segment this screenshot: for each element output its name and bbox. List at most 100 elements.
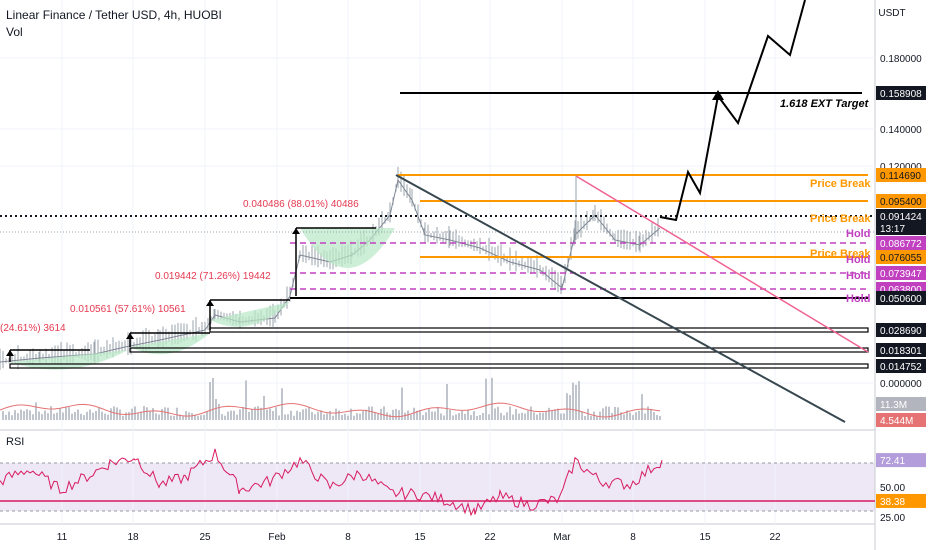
- volume-bar: [71, 413, 73, 420]
- volume-bar: [341, 414, 343, 420]
- price-tick-label: 0.120000: [880, 162, 922, 173]
- volume-bar: [464, 413, 466, 420]
- price-badge-label: 0.028690: [880, 326, 922, 337]
- volume-bar: [104, 413, 106, 420]
- volume-bar: [221, 414, 223, 420]
- hold-label: Hold: [846, 254, 870, 266]
- cup-pattern-fill: [10, 350, 128, 370]
- drawings: [0, 0, 875, 423]
- volume-bar: [173, 415, 175, 420]
- projection-arrowhead: [712, 90, 724, 100]
- volume-bar: [284, 414, 286, 420]
- price-break-label: Price Break: [810, 248, 871, 260]
- rsi-badge: [876, 493, 926, 508]
- time-tick-label: Feb: [268, 532, 286, 543]
- volume-bar: [551, 410, 553, 420]
- volume-bar: [641, 394, 643, 420]
- price-badge-label: 0.076055: [880, 253, 922, 264]
- volume-bar: [491, 377, 493, 420]
- volume-bar: [224, 415, 226, 420]
- volume-bar: [269, 408, 271, 420]
- volume-bar: [5, 414, 7, 420]
- volume-bar: [371, 406, 373, 420]
- volume-bar: [368, 406, 370, 420]
- volume-bar: [278, 415, 280, 420]
- volume-bar: [62, 412, 64, 420]
- price-badge: [876, 250, 926, 264]
- axis-unit-label: USDT: [878, 8, 905, 19]
- volume-bar: [53, 413, 55, 420]
- cup-pattern-fill: [210, 302, 290, 327]
- volume-bar: [335, 408, 337, 420]
- volume-bar: [650, 408, 652, 420]
- price-badge-label: 11.3M: [880, 400, 907, 411]
- volume-bar: [164, 407, 166, 420]
- price-axis[interactable]: USDT 0.180000 0.140000 0.120000 0.000000 50.0…: [876, 8, 926, 524]
- volume-bar: [194, 414, 196, 420]
- volume-bar: [185, 411, 187, 420]
- volume-bar: [617, 407, 619, 420]
- volume-bar: [11, 415, 13, 420]
- volume-bar: [245, 380, 247, 420]
- time-tick-label: 22: [769, 532, 781, 543]
- price-line: [0, 178, 661, 363]
- volume-bar: [632, 415, 634, 420]
- volume-bar: [605, 406, 607, 420]
- volume-bar: [482, 412, 484, 420]
- volume-bar: [434, 411, 436, 420]
- volume-bar: [347, 415, 349, 420]
- volume-bar: [242, 406, 244, 420]
- volume-bar: [248, 411, 250, 420]
- volume-bar: [353, 415, 355, 420]
- volume-bar: [176, 407, 178, 420]
- measure-arrowhead: [6, 350, 14, 356]
- volume-bar: [383, 406, 385, 420]
- price-tick-label: 0.180000: [880, 54, 922, 65]
- volume-bar: [416, 410, 418, 420]
- time-tick-label: 8: [630, 532, 636, 543]
- volume-bar: [92, 412, 94, 420]
- volume-bar: [23, 411, 25, 420]
- measurement-label: (24.61%) 3614: [0, 323, 66, 334]
- volume-bar: [569, 395, 571, 420]
- volume-bar: [653, 412, 655, 420]
- volume-bar: [608, 406, 610, 420]
- volume-bar: [530, 406, 532, 420]
- price-badge-label: 4.544M: [880, 416, 913, 427]
- volume-bar: [596, 415, 598, 420]
- volume-bar: [524, 413, 526, 420]
- volume-bar: [17, 413, 19, 420]
- volume-bar: [572, 382, 574, 420]
- volume-bar: [533, 412, 535, 420]
- price-badge-label: 0.114690: [880, 171, 921, 182]
- time-axis[interactable]: 11 18 25 Feb 8 15 22 Mar 8 15 22: [57, 532, 781, 543]
- volume-bar: [122, 415, 124, 420]
- volume-bar: [437, 407, 439, 420]
- volume-bar: [590, 415, 592, 420]
- volume-bar: [44, 410, 46, 420]
- volume-bar: [35, 402, 37, 420]
- volume-bar: [449, 409, 451, 420]
- volume-bar: [377, 413, 379, 420]
- volume-bar: [20, 409, 22, 420]
- volume-bar: [521, 412, 523, 420]
- volume-bar: [419, 409, 421, 420]
- volume-bar: [125, 412, 127, 420]
- volume-bar: [263, 395, 265, 420]
- volume-bar: [299, 412, 301, 420]
- time-tick-label: 22: [484, 532, 496, 543]
- volume-bar: [110, 408, 112, 420]
- volume-bar: [623, 414, 625, 420]
- volume-bar: [458, 412, 460, 420]
- volume-bar: [317, 411, 319, 420]
- hold-label: Hold: [846, 228, 870, 240]
- volume-bar: [146, 407, 148, 420]
- rsi-tick-label: 25.00: [880, 513, 905, 524]
- time-tick-label: 18: [127, 532, 139, 543]
- volume-bar: [329, 410, 331, 420]
- volume-bar: [581, 412, 583, 420]
- volume-bar: [506, 412, 508, 420]
